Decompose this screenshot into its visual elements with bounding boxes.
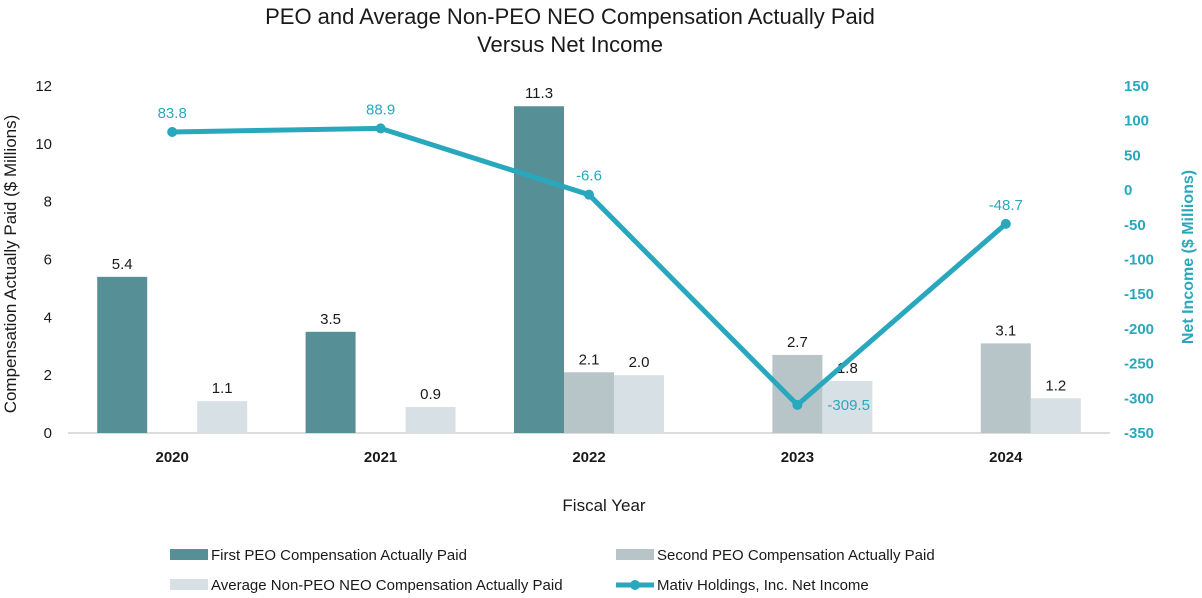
bar [197,401,248,433]
legend-swatch-second-peo [616,549,654,560]
bar-labels: 5.41.13.50.911.32.1 2.02.71.83.11.2 [112,85,1066,403]
bar [614,375,664,433]
bar [514,106,564,433]
bars [97,106,1081,433]
net-income-point [167,126,178,137]
y-left-tick-label: 0 [44,425,52,442]
y-left-tick-label: 6 [44,252,52,269]
y-left-tick-label: 12 [35,78,52,95]
bar-data-label: 2.7 [787,334,808,351]
bar-data-label: 5.4 [112,256,133,273]
net-income-data-label: -48.7 [989,197,1023,214]
net-income-line-layer: 83.8 88.9 -6.6 -309.5 -48.7 [158,101,1023,413]
bar-data-label: 3.1 [995,322,1016,339]
y-right-tick-label: 150 [1124,78,1149,95]
net-income-point [584,189,594,200]
category-label: 2021 [364,449,397,466]
net-income-point [375,123,386,134]
bar [980,343,1031,433]
net-income-point [792,399,803,410]
legend-label-first-peo: First PEO Compensation Actually Paid [211,547,467,564]
category-label: 2022 [572,449,605,466]
net-income-data-label: -309.5 [827,397,870,414]
chart-title-line-1: PEO and Average Non-PEO NEO Compensation… [265,4,875,29]
y-right-tick-label: -300 [1124,390,1154,407]
bar [1030,398,1081,433]
bar [822,380,873,433]
y-right-tick-label: -200 [1124,321,1154,338]
y-right-tick-label: -350 [1124,425,1154,442]
legend-label-avg-non-peo: Average Non-PEO NEO Compensation Actuall… [211,577,563,594]
category-label: 2023 [781,449,814,466]
bar-data-label: 3.5 [320,311,341,328]
y-left-tick-label: 8 [44,194,52,211]
bar-data-label: 11.3 [525,85,553,102]
category-label: 2020 [156,449,189,466]
legend-label-net-income: Mativ Holdings, Inc. Net Income [657,577,869,594]
bar-data-label: 1.1 [212,380,233,397]
y-right-tick-label: -50 [1124,217,1146,234]
net-income-data-label: 88.9 [366,101,395,118]
net-income-data-label: 83.8 [158,105,187,122]
y-right-tick-label: 0 [1124,182,1132,199]
net-income-data-label: -6.6 [576,168,602,185]
chart-title-line-2: Versus Net Income [477,32,663,57]
y-axis-left-ticks: 0 2 4 6 8 10 12 [35,78,52,442]
y-right-tick-label: -250 [1124,356,1154,373]
category-label: 2024 [989,449,1023,466]
y-right-tick-label: 50 [1124,147,1141,164]
net-income-point [1000,218,1011,229]
y-left-tick-label: 10 [35,136,52,153]
bar-data-label: 2.0 [629,354,650,371]
bar-data-label: 1.2 [1045,377,1066,394]
bar [405,406,456,433]
y-axis-right-ticks: -350 -300 -250 -200 -150 -100 -50 0 50 100 150 [1124,78,1154,442]
y-left-tick-label: 2 [44,367,52,384]
bar [97,276,148,433]
y-right-tick-label: -100 [1124,252,1154,269]
x-axis-title: Fiscal Year [562,496,645,515]
y-left-tick-label: 4 [44,309,52,326]
legend-label-second-peo: Second PEO Compensation Actually Paid [657,547,935,564]
legend: First PEO Compensation Actually Paid Sec… [170,547,935,594]
bar-data-label: 0.9 [420,386,441,403]
category-labels: 2020 2021 2022 2023 2024 [156,449,1024,466]
bar [564,372,614,433]
bar-data-label: 2.1 [579,351,600,368]
legend-swatch-first-peo [170,549,208,560]
legend-swatch-avg-non-peo [170,579,208,590]
y-axis-right-title: Net Income ($ Millions) [1180,170,1197,344]
bar [772,354,823,433]
y-right-tick-label: 100 [1124,113,1149,130]
bar [305,331,356,433]
y-right-tick-label: -150 [1124,286,1154,303]
y-axis-left-title: Compensation Actually Paid ($ Millions) [1,115,20,414]
legend-swatch-net-income-marker [630,580,640,590]
